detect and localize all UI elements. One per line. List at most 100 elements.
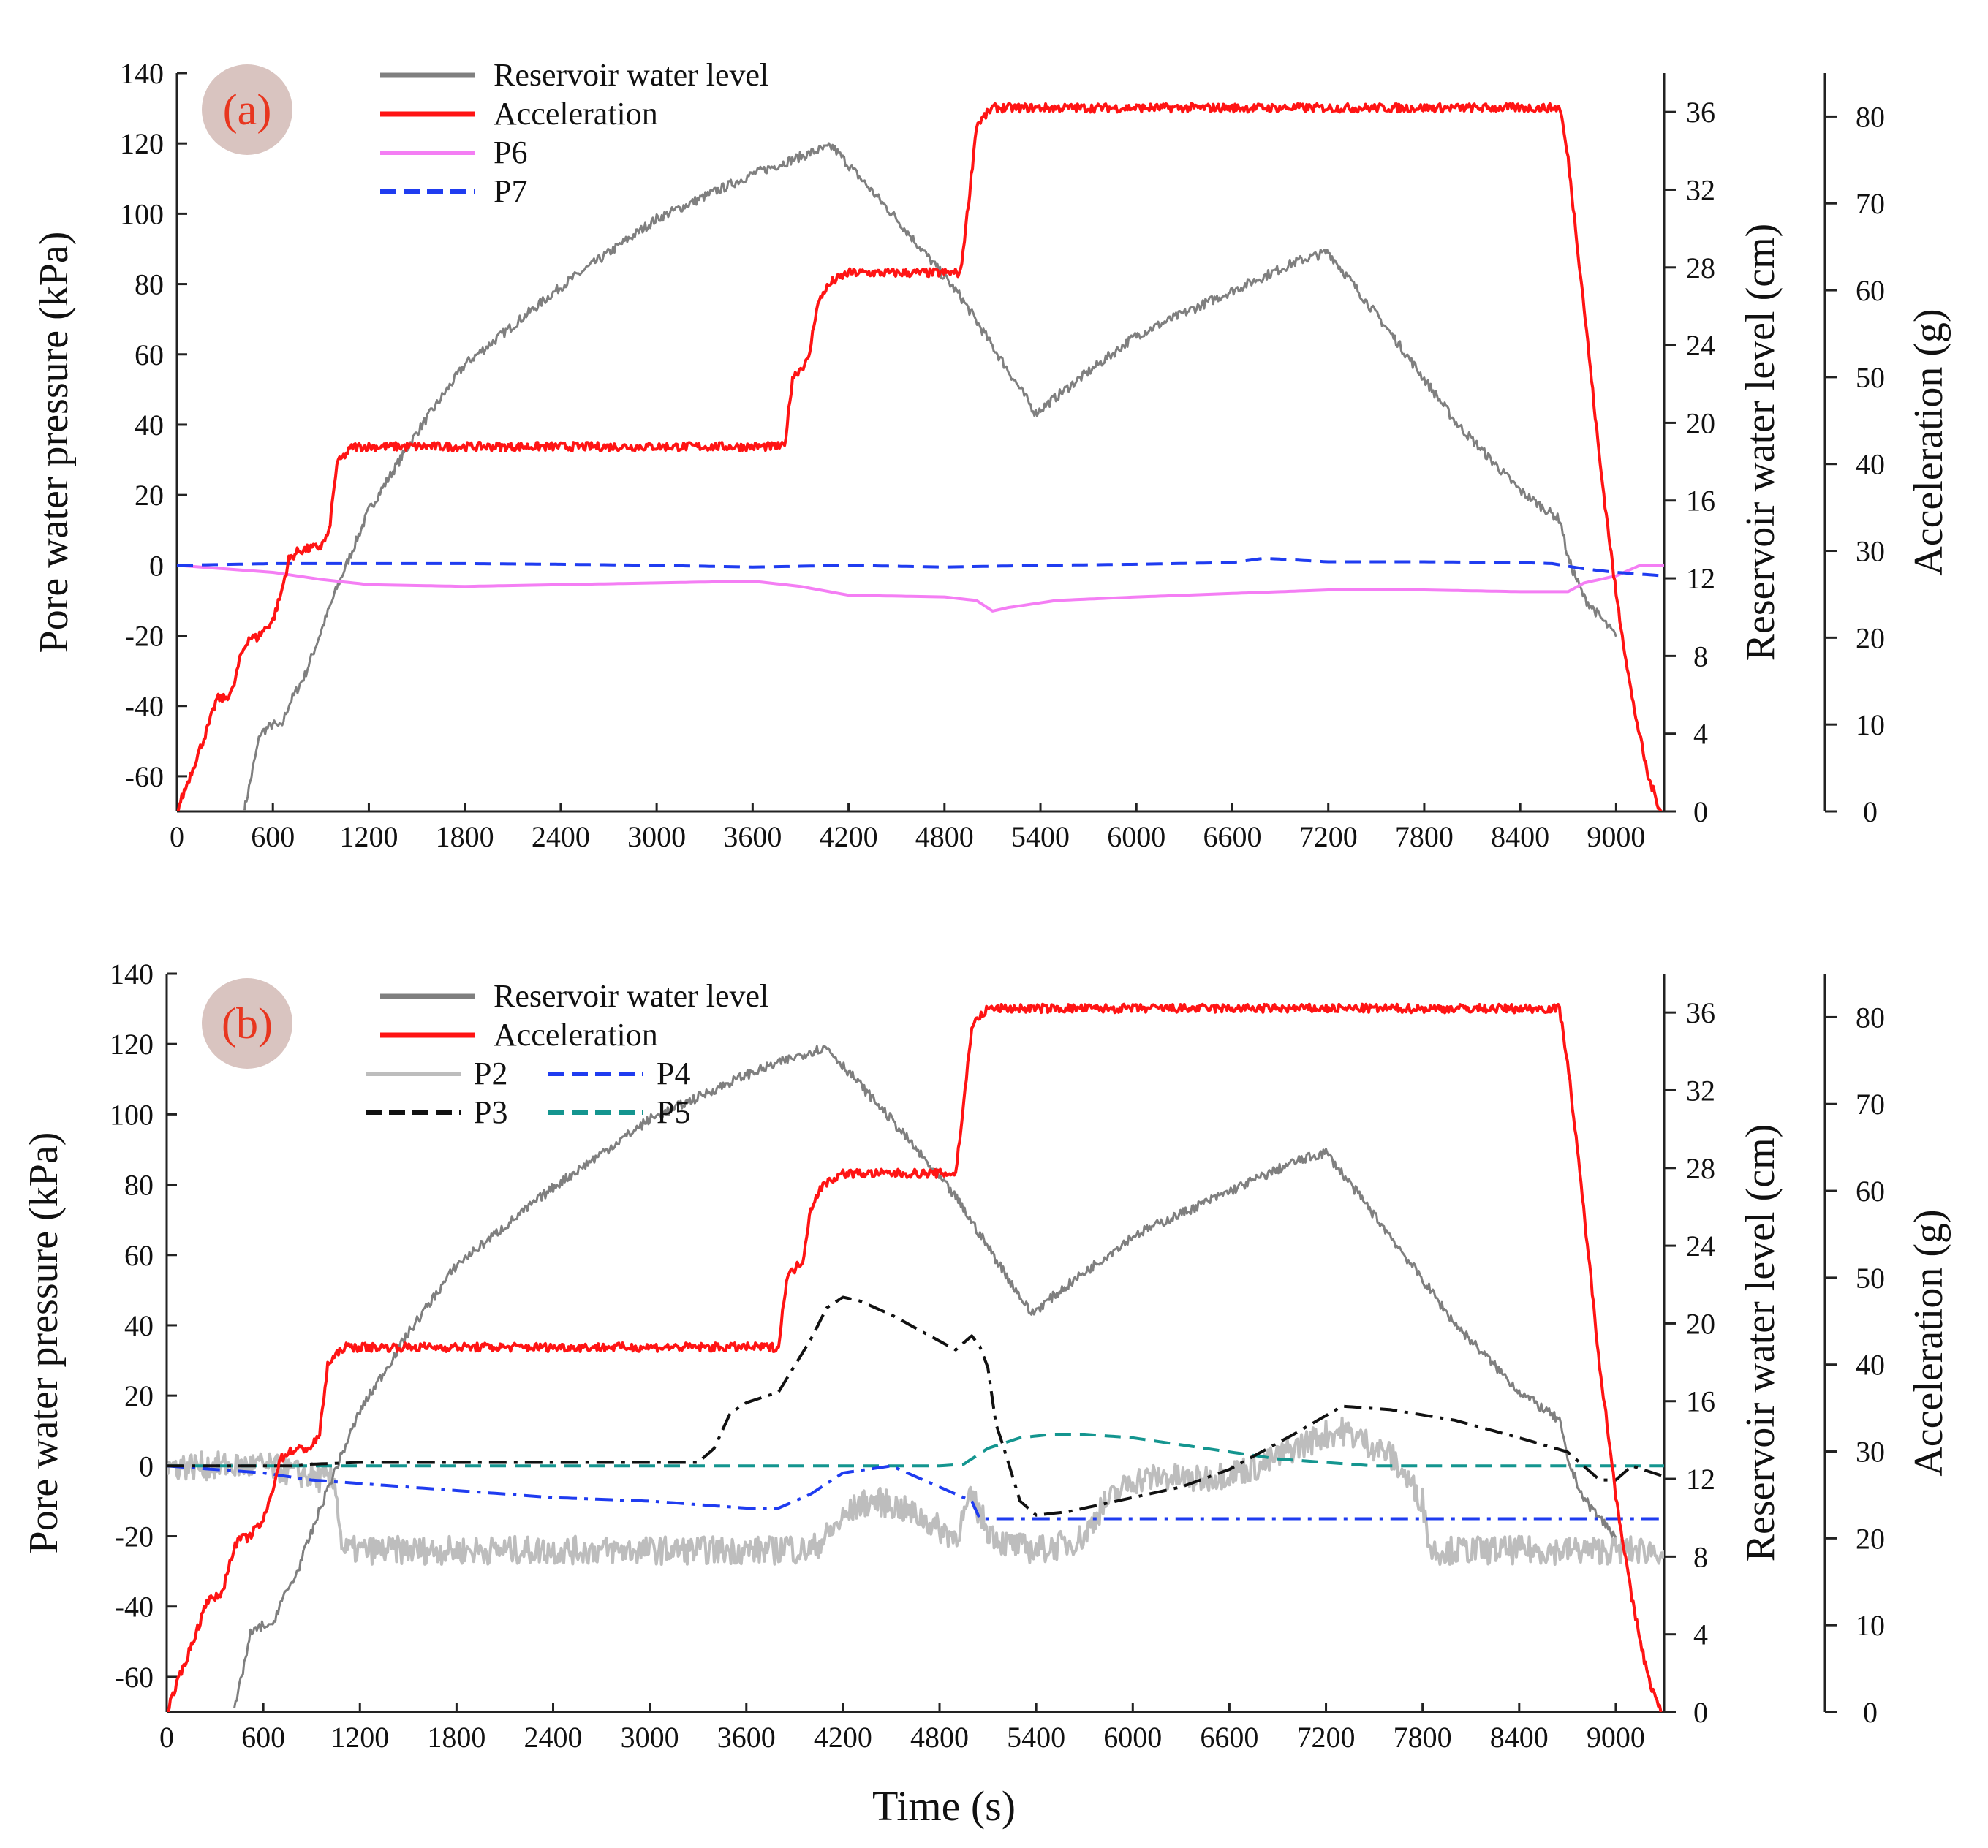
acceleration-tick-label: 30 xyxy=(1856,535,1885,568)
left-tick-label: 20 xyxy=(124,1379,154,1412)
left-tick-label: 0 xyxy=(139,1450,154,1482)
x-tick-label: 1800 xyxy=(436,820,494,853)
water-level-tick-label: 0 xyxy=(1693,1696,1708,1729)
series-line-reservoir-water-level xyxy=(243,142,1617,811)
plot-area xyxy=(167,1002,1664,1712)
x-tick-label: 8400 xyxy=(1490,1721,1549,1754)
x-tick-label: 600 xyxy=(241,1721,285,1754)
acceleration-tick-label: 30 xyxy=(1856,1436,1885,1469)
x-tick-label: 7200 xyxy=(1299,820,1358,853)
acceleration-tick-label: 20 xyxy=(1856,1522,1885,1555)
acceleration-tick-label: 50 xyxy=(1856,361,1885,394)
water-level-tick-label: 0 xyxy=(1693,795,1708,828)
acceleration-tick-label: 60 xyxy=(1856,1175,1885,1208)
left-tick-label: -60 xyxy=(125,760,164,793)
panel-b: 140120100806040200-20-40-603632282420161… xyxy=(21,958,1951,1754)
left-tick-label: 40 xyxy=(124,1309,154,1342)
water-level-tick-label: 12 xyxy=(1686,1463,1715,1496)
left-axis-title: Pore water pressure (kPa) xyxy=(31,232,77,654)
water-level-tick-label: 28 xyxy=(1686,251,1715,284)
left-tick-label: 60 xyxy=(135,338,164,371)
x-tick-label: 2400 xyxy=(532,820,590,853)
acceleration-tick-label: 40 xyxy=(1856,448,1885,481)
x-tick-label: 5400 xyxy=(1007,1721,1065,1754)
x-tick-label: 5400 xyxy=(1011,820,1070,853)
water-level-tick-label: 24 xyxy=(1686,329,1715,362)
legend-label: P5 xyxy=(657,1094,690,1130)
legend-label: P2 xyxy=(474,1056,507,1091)
left-tick-label: 100 xyxy=(120,197,164,230)
left-tick-label: -20 xyxy=(125,620,164,653)
panel-a: 140120100806040200-20-40-603632282420161… xyxy=(31,57,1951,853)
acceleration-tick-label: 0 xyxy=(1863,1696,1878,1729)
acceleration-tick-label: 0 xyxy=(1863,795,1878,828)
x-tick-label: 1200 xyxy=(339,820,398,853)
acceleration-tick-label: 10 xyxy=(1856,708,1885,741)
left-tick-label: -40 xyxy=(115,1591,154,1624)
water-level-axis-title: Reservoir water level (cm) xyxy=(1738,1124,1783,1562)
legend-label: P3 xyxy=(474,1094,507,1130)
water-level-tick-label: 8 xyxy=(1693,640,1708,673)
acceleration-tick-label: 70 xyxy=(1856,187,1885,220)
panel-badge xyxy=(202,978,292,1069)
left-tick-label: 20 xyxy=(135,479,164,512)
acceleration-axis-title: Acceleration (g) xyxy=(1906,1209,1951,1476)
water-level-tick-label: 24 xyxy=(1686,1230,1715,1262)
plot-area xyxy=(177,102,1664,811)
x-tick-label: 6000 xyxy=(1107,820,1165,853)
x-tick-label: 8400 xyxy=(1491,820,1549,853)
left-tick-label: 140 xyxy=(110,958,154,991)
series-line-p5 xyxy=(167,1433,1664,1468)
x-tick-label: 0 xyxy=(159,1721,174,1754)
panel-label: (a) xyxy=(223,86,272,134)
left-tick-label: 80 xyxy=(135,268,164,301)
left-tick-label: 60 xyxy=(124,1239,154,1272)
x-tick-label: 4800 xyxy=(910,1721,969,1754)
left-tick-label: 120 xyxy=(110,1028,154,1061)
left-tick-label: 0 xyxy=(149,549,164,582)
acceleration-tick-label: 10 xyxy=(1856,1609,1885,1642)
acceleration-tick-label: 20 xyxy=(1856,621,1885,654)
series-line-p6 xyxy=(177,564,1664,613)
x-axis-title: Time (s) xyxy=(872,1782,1016,1830)
legend-label: Reservoir water level xyxy=(494,57,768,93)
acceleration-tick-label: 40 xyxy=(1856,1349,1885,1382)
left-tick-label: 80 xyxy=(124,1169,154,1202)
series-line-p7 xyxy=(177,556,1664,578)
x-tick-label: 3000 xyxy=(621,1721,679,1754)
x-tick-label: 4200 xyxy=(814,1721,872,1754)
left-tick-label: 40 xyxy=(135,409,164,442)
acceleration-tick-label: 80 xyxy=(1856,1001,1885,1034)
left-tick-label: 100 xyxy=(110,1098,154,1131)
water-level-tick-label: 32 xyxy=(1686,173,1715,206)
x-tick-label: 2400 xyxy=(524,1721,583,1754)
legend-label: Acceleration xyxy=(494,1017,658,1053)
x-tick-label: 4200 xyxy=(820,820,878,853)
x-tick-label: 3600 xyxy=(717,1721,776,1754)
x-tick-label: 6600 xyxy=(1203,820,1261,853)
x-tick-label: 1800 xyxy=(427,1721,485,1754)
x-tick-label: 9000 xyxy=(1587,1721,1645,1754)
water-level-tick-label: 4 xyxy=(1693,1618,1708,1651)
acceleration-axis-title: Acceleration (g) xyxy=(1906,308,1951,575)
series-line-reservoir-water-level xyxy=(233,1045,1617,1708)
x-tick-label: 6000 xyxy=(1103,1721,1162,1754)
water-level-tick-label: 16 xyxy=(1686,1385,1715,1418)
water-level-tick-label: 20 xyxy=(1686,1307,1715,1340)
water-level-tick-label: 8 xyxy=(1693,1540,1708,1573)
acceleration-tick-label: 80 xyxy=(1856,100,1885,133)
water-level-tick-label: 36 xyxy=(1686,96,1715,129)
x-tick-label: 9000 xyxy=(1587,820,1645,853)
acceleration-tick-label: 70 xyxy=(1856,1088,1885,1121)
water-level-tick-label: 12 xyxy=(1686,562,1715,595)
x-tick-label: 600 xyxy=(251,820,295,853)
water-level-axis-title: Reservoir water level (cm) xyxy=(1738,224,1783,662)
water-level-tick-label: 36 xyxy=(1686,996,1715,1029)
water-level-tick-label: 20 xyxy=(1686,406,1715,439)
legend-label: Acceleration xyxy=(494,96,658,132)
water-level-tick-label: 16 xyxy=(1686,485,1715,518)
water-level-tick-label: 4 xyxy=(1693,718,1708,751)
left-tick-label: 140 xyxy=(120,57,164,90)
series-line-p3 xyxy=(167,1295,1664,1517)
